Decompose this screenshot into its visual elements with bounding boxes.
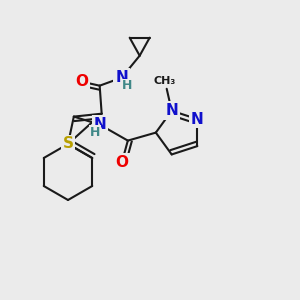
- Text: S: S: [62, 136, 74, 152]
- Text: N: N: [191, 112, 204, 127]
- Text: N: N: [115, 70, 128, 85]
- Text: CH₃: CH₃: [154, 76, 176, 86]
- Text: N: N: [93, 117, 106, 132]
- Text: H: H: [122, 79, 132, 92]
- Text: H: H: [90, 126, 100, 139]
- Text: O: O: [115, 155, 128, 170]
- Text: O: O: [75, 74, 88, 89]
- Text: N: N: [165, 103, 178, 118]
